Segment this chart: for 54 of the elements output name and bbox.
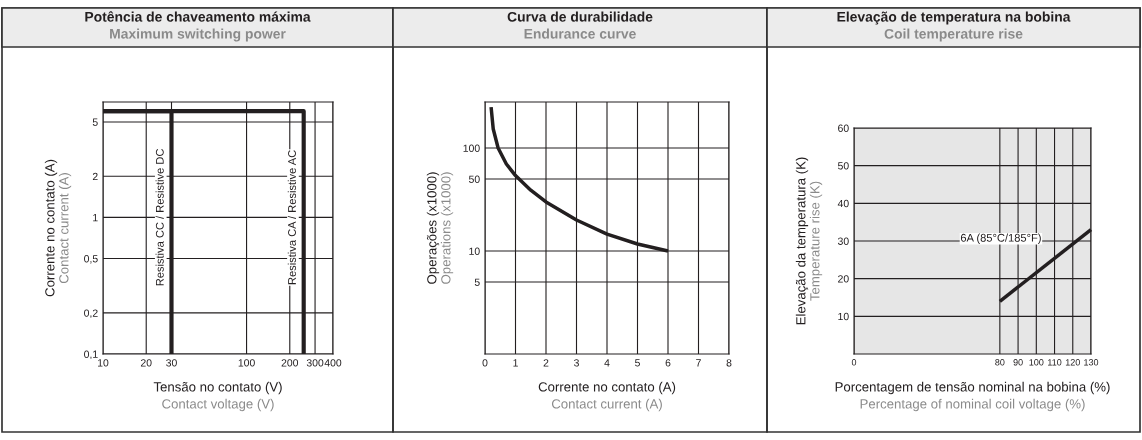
y-tick-label: 5: [92, 118, 98, 126]
x-axis-title: Corrente no contato (A) Contact current (A): [538, 381, 676, 412]
y-tick-label: 0,2: [84, 309, 98, 318]
y-tick-label: 40: [837, 199, 849, 208]
x-tick-label: 100: [238, 359, 255, 367]
x-axis-title: Tensão no contato (V) Contact voltage (V): [153, 381, 282, 412]
y-tick-label: 10: [469, 247, 480, 255]
x-tick-label: 90: [1013, 359, 1023, 366]
annotation: Resistiva CA / Resistive AC: [287, 150, 296, 285]
x-tick-label: 1: [513, 359, 518, 367]
chart-subtitle: Maximum switching power: [110, 28, 286, 42]
x-axis-title: Porcentagem de tensão nominal na bobina (%) Percentage of nominal coil voltage (%): [835, 381, 1110, 412]
chart-title: Curva de durabilidade: [507, 11, 653, 22]
x-tick-label: 4: [604, 359, 610, 367]
chart-subtitle: Coil temperature rise: [884, 28, 1023, 42]
y-axis-title: Elevação da temperatura (K) Temperature rise (K): [795, 157, 823, 325]
y-tick-label: 100: [463, 144, 480, 152]
y-axis-title: Corrente no contato (A) Contact current (A): [44, 159, 72, 297]
y-tick-label: 1: [93, 214, 98, 222]
chart-title: Potência de chaveamento máxima: [85, 11, 311, 22]
chart-subtitle: Endurance curve: [524, 28, 636, 39]
y-tick-label: 5: [474, 278, 480, 286]
y-tick-label: 2: [92, 172, 98, 181]
y-tick-label: 0,1: [84, 350, 98, 360]
x-tick-label: 300: [306, 359, 324, 367]
x-tick-label: 0: [851, 359, 857, 366]
x-tick-label: 130: [1084, 359, 1099, 366]
x-tick-label: 10: [98, 359, 109, 367]
x-tick-label: 3: [574, 359, 579, 367]
y-tick-label: 10: [838, 312, 849, 321]
y-tick-label: 0,5: [84, 255, 98, 264]
y-tick-label: 50: [837, 162, 849, 170]
y-tick-label: 60: [838, 124, 849, 132]
y-tick-label: 20: [838, 275, 849, 283]
x-tick-label: 110: [1048, 359, 1062, 366]
x-tick-label: 30: [166, 359, 177, 367]
x-tick-label: 80: [995, 359, 1005, 366]
x-tick-label: 100: [1029, 359, 1044, 366]
chart-title: Elevação de temperatura na bobina: [837, 11, 1071, 25]
x-tick-label: 2: [543, 359, 549, 367]
y-axis-title: Operações (x1000) Operations (x1000): [426, 172, 454, 284]
x-tick-label: 0: [482, 359, 488, 367]
x-tick-label: 400: [324, 359, 342, 367]
annotation: 6A (85°C/185°F): [960, 233, 1041, 244]
x-tick-label: 20: [140, 359, 152, 367]
x-tick-label: 5: [635, 359, 640, 367]
y-tick-label: 30: [837, 237, 849, 245]
x-tick-label: 8: [726, 359, 732, 367]
x-tick-label: 6: [665, 359, 671, 367]
x-tick-label: 7: [696, 359, 701, 367]
x-tick-label: 120: [1065, 359, 1080, 366]
x-tick-label: 200: [281, 359, 299, 367]
y-tick-label: 50: [468, 175, 480, 183]
annotation: Resistiva CC / Resistive DC: [155, 149, 164, 286]
